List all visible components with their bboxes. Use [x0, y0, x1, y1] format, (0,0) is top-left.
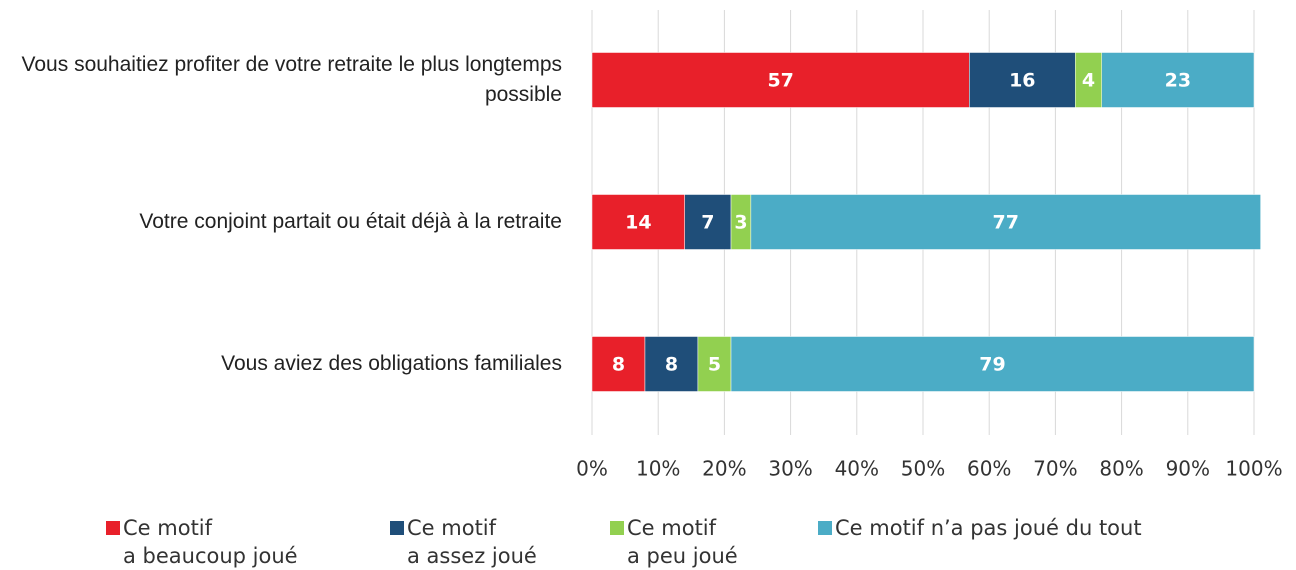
data-label: 3	[734, 212, 747, 234]
x-tick-label: 50%	[901, 457, 945, 481]
data-label: 57	[767, 70, 793, 92]
bar-segment	[969, 52, 1076, 108]
legend-item: Ce motif n’a pas joué du tout	[818, 514, 1142, 542]
bar-segment	[684, 194, 732, 250]
bar-segment	[697, 336, 732, 392]
legend-label: Ce motif a assez joué	[407, 516, 537, 568]
data-label: 8	[665, 354, 678, 376]
data-label: 4	[1082, 70, 1095, 92]
data-label: 7	[701, 212, 714, 234]
legend-item: Ce motif a assez joué	[390, 514, 537, 570]
bar-segment	[591, 336, 646, 392]
legend-swatch	[818, 521, 832, 535]
x-tick-label: 10%	[636, 457, 680, 481]
legend-swatch	[390, 521, 404, 535]
data-label: 8	[612, 354, 625, 376]
legend-item: Ce motif a beaucoup joué	[106, 514, 298, 570]
bar-segment	[1101, 52, 1255, 108]
data-label: 77	[993, 212, 1019, 234]
category-label: Vous aviez des obligations familiales	[221, 352, 562, 375]
legend-label: Ce motif n’a pas joué du tout	[835, 516, 1142, 540]
legend-swatch	[610, 521, 624, 535]
bar-segment	[750, 194, 1261, 250]
bar-segment	[591, 194, 685, 250]
category-label: Votre conjoint partait ou était déjà à l…	[139, 210, 562, 233]
x-tick-label: 80%	[1099, 457, 1143, 481]
data-label: 23	[1165, 70, 1191, 92]
x-tick-label: 70%	[1033, 457, 1077, 481]
x-tick-label: 100%	[1225, 457, 1282, 481]
data-label: 14	[625, 212, 651, 234]
x-tick-label: 60%	[967, 457, 1011, 481]
x-tick-label: 0%	[576, 457, 608, 481]
bar-segment	[644, 336, 699, 392]
bar-segment	[1075, 52, 1102, 108]
legend-item: Ce motif a peu joué	[610, 514, 738, 570]
data-label: 79	[979, 354, 1005, 376]
bar-segment	[591, 52, 970, 108]
x-tick-label: 30%	[768, 457, 812, 481]
category-label: Vous souhaitiez profiter de votre retrai…	[21, 53, 562, 106]
x-tick-label: 40%	[835, 457, 879, 481]
x-tick-label: 90%	[1166, 457, 1210, 481]
x-tick-label: 20%	[702, 457, 746, 481]
data-label: 5	[708, 354, 721, 376]
legend-label: Ce motif a peu joué	[627, 516, 738, 568]
data-label: 16	[1009, 70, 1035, 92]
bar-segment	[730, 336, 1255, 392]
legend-swatch	[106, 521, 120, 535]
legend-label: Ce motif a beaucoup joué	[123, 516, 298, 568]
